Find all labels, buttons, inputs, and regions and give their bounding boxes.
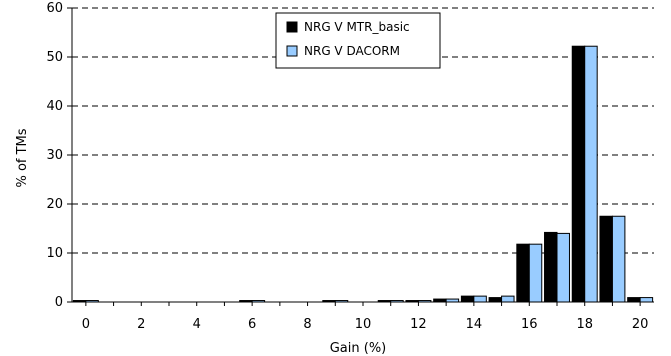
bar-mtr-basic-20 (627, 297, 641, 303)
y-tick-label-40: 40 (46, 99, 63, 114)
x-tick-label-2: 2 (137, 317, 145, 332)
bar-mtr-basic-18 (571, 45, 586, 303)
y-tick-label-0: 0 (55, 295, 63, 310)
x-tick-label-10: 10 (355, 317, 372, 332)
y-tick-label-50: 50 (46, 50, 63, 65)
bar-mtr-basic-15 (488, 297, 503, 303)
bar-mtr-basic-16 (516, 243, 530, 303)
bar-dacorm-20 (639, 297, 654, 303)
x-tick-label-4: 4 (193, 317, 201, 332)
bar-dacorm-19 (611, 215, 626, 303)
bar-dacorm-14 (473, 295, 487, 303)
y-tick-label-20: 20 (46, 197, 63, 212)
x-tick-labels: 0 2 4 6 8 10 12 14 16 18 20 (82, 317, 649, 332)
bar-mtr-basic-17 (544, 231, 558, 303)
legend: NRG V MTR_basic NRG V DACORM (275, 12, 441, 69)
bar-dacorm-15 (501, 295, 515, 303)
x-tick-label-20: 20 (632, 317, 649, 332)
legend-swatch-dacorm (286, 45, 298, 57)
legend-swatch-mtr-basic (286, 21, 298, 33)
x-tick-label-12: 12 (410, 317, 427, 332)
y-tick-label-30: 30 (46, 148, 63, 163)
x-tick-label-6: 6 (248, 317, 256, 332)
axes (67, 7, 654, 306)
x-tick-label-16: 16 (521, 317, 538, 332)
x-tick-label-8: 8 (303, 317, 311, 332)
x-tick-label-18: 18 (576, 317, 593, 332)
legend-label-dacorm: NRG V DACORM (304, 44, 400, 58)
bar-mtr-basic-14 (460, 295, 475, 303)
y-tick-label-60: 60 (46, 1, 63, 16)
y-tick-label-10: 10 (46, 246, 63, 261)
x-tick-label-0: 0 (82, 317, 90, 332)
legend-label-mtr-basic: NRG V MTR_basic (304, 20, 410, 34)
bar-dacorm-18 (584, 45, 598, 303)
bar-dacorm-17 (556, 232, 570, 303)
legend-box (275, 12, 441, 69)
bar-dacorm-16 (528, 243, 543, 303)
y-axis-title: % of TMs (15, 128, 30, 187)
x-axis-title: Gain (%) (330, 341, 387, 356)
bar-mtr-basic-19 (599, 215, 613, 303)
x-tick-label-14: 14 (466, 317, 483, 332)
bars (72, 45, 654, 303)
y-tick-labels: 0 10 20 30 40 50 60 (46, 1, 63, 310)
